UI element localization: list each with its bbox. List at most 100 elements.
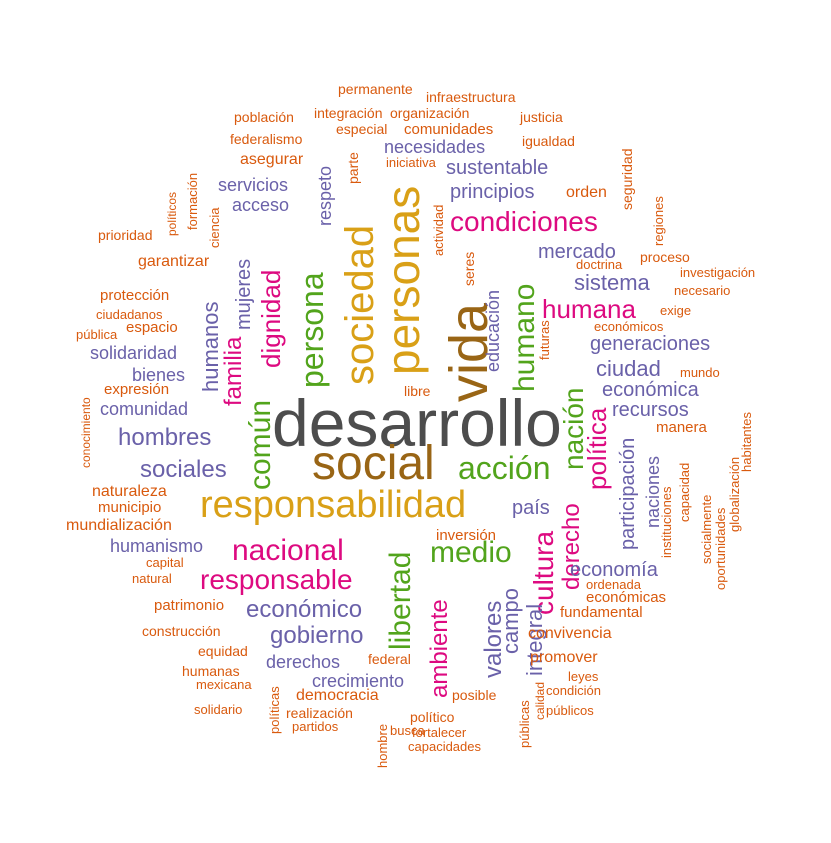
word-humanas: humanas bbox=[182, 663, 240, 679]
word-sociedad: sociedad bbox=[338, 224, 382, 385]
word-mundo: mundo bbox=[680, 365, 720, 380]
word-busca: busca bbox=[390, 723, 425, 738]
word-económicas: económicas bbox=[586, 589, 667, 606]
word-parte: parte bbox=[345, 152, 361, 184]
word-humano: humano bbox=[508, 283, 541, 392]
word-actividad: actividad bbox=[431, 204, 446, 256]
word-democracia: democracia bbox=[296, 687, 379, 704]
word-económicos: económicos bbox=[594, 319, 664, 334]
word-nacional: nacional bbox=[232, 534, 344, 567]
word-promover: promover bbox=[530, 649, 598, 666]
word-necesidades: necesidades bbox=[384, 137, 486, 157]
word-solidaridad: solidaridad bbox=[90, 343, 178, 363]
word-oportunidades: oportunidades bbox=[713, 507, 728, 590]
word-responsabilidad: responsabilidad bbox=[200, 484, 467, 526]
word-federalismo: federalismo bbox=[230, 131, 303, 147]
word-desarrollo: desarrollo bbox=[272, 386, 562, 460]
word-educación: educación bbox=[483, 289, 503, 372]
word-socialmente: socialmente bbox=[699, 494, 714, 564]
word-generaciones: generaciones bbox=[590, 333, 711, 355]
word-asegurar: asegurar bbox=[240, 151, 304, 168]
word-iniciativa: iniciativa bbox=[386, 155, 436, 170]
word-medio: medio bbox=[430, 536, 512, 569]
word-ordenada: ordenada bbox=[586, 577, 641, 592]
word-respeto: respeto bbox=[315, 165, 335, 226]
word-regiones: regiones bbox=[651, 196, 666, 246]
word-protección: protección bbox=[100, 287, 170, 304]
word-ciudadanos: ciudadanos bbox=[96, 307, 163, 322]
word-dignidad: dignidad bbox=[256, 269, 286, 368]
word-hombre: hombre bbox=[375, 723, 390, 768]
word-mujeres: mujeres bbox=[233, 258, 255, 330]
word-expresión: expresión bbox=[104, 381, 170, 398]
word-familia: familia bbox=[220, 336, 247, 406]
word-personas: personas bbox=[377, 185, 429, 375]
word-ambiente: ambiente bbox=[426, 599, 453, 698]
word-país: país bbox=[512, 497, 550, 519]
word-sistema: sistema bbox=[574, 270, 650, 295]
word-comunidad: comunidad bbox=[100, 399, 189, 419]
word-humanismo: humanismo bbox=[110, 536, 204, 556]
word-recursos: recursos bbox=[612, 399, 689, 421]
word-capacidades: capacidades bbox=[408, 739, 481, 754]
word-mercado: mercado bbox=[538, 241, 616, 263]
word-principios: principios bbox=[450, 181, 535, 203]
word-cultura: cultura bbox=[528, 530, 559, 615]
word-necesario: necesario bbox=[674, 283, 731, 298]
word-exige: exige bbox=[660, 303, 692, 318]
word-convivencia: convivencia bbox=[528, 625, 612, 642]
word-leyes: leyes bbox=[568, 669, 599, 684]
word-hombres: hombres bbox=[118, 424, 212, 451]
word-mexicana: mexicana bbox=[196, 677, 252, 692]
word-naturaleza: naturaleza bbox=[92, 483, 167, 500]
word-derechos: derechos bbox=[266, 652, 341, 672]
word-fortalecer: fortalecer bbox=[412, 725, 467, 740]
word-gobierno: gobierno bbox=[270, 622, 364, 649]
word-ciudad: ciudad bbox=[596, 356, 661, 381]
word-social: social bbox=[312, 437, 435, 490]
word-libre: libre bbox=[404, 383, 431, 399]
word-seguridad: seguridad bbox=[619, 148, 635, 211]
word-fundamental: fundamental bbox=[560, 604, 643, 621]
word-políticas: políticas bbox=[267, 686, 282, 734]
word-manera: manera bbox=[656, 419, 707, 436]
word-justicia: justicia bbox=[520, 109, 563, 125]
word-participación: participación bbox=[617, 437, 639, 550]
word-población: población bbox=[234, 109, 294, 125]
word-humanos: humanos bbox=[198, 301, 223, 392]
word-condición: condición bbox=[546, 683, 601, 698]
word-realización: realización bbox=[286, 705, 353, 721]
word-responsable: responsable bbox=[200, 564, 353, 595]
word-económico: económico bbox=[246, 596, 363, 623]
word-condiciones: condiciones bbox=[450, 206, 598, 237]
word-orden: orden bbox=[566, 184, 607, 201]
word-proceso: proceso bbox=[640, 249, 690, 265]
word-sustentable: sustentable bbox=[446, 157, 549, 179]
word-acción: acción bbox=[458, 450, 551, 486]
word-municipio: municipio bbox=[98, 499, 162, 516]
word-políticos: políticos bbox=[165, 191, 179, 236]
word-pública: pública bbox=[76, 327, 118, 342]
word-patrimonio: patrimonio bbox=[154, 597, 225, 614]
word-conocimiento: conocimiento bbox=[79, 397, 93, 468]
word-natural: natural bbox=[132, 571, 172, 586]
word-economía: economía bbox=[570, 559, 658, 581]
word-especial: especial bbox=[336, 121, 388, 137]
word-inversión: inversión bbox=[436, 527, 497, 544]
word-instituciones: instituciones bbox=[659, 486, 674, 558]
word-sociales: sociales bbox=[140, 456, 227, 483]
word-partidos: partidos bbox=[292, 719, 339, 734]
word-infraestructura: infraestructura bbox=[426, 89, 516, 105]
word-garantizar: garantizar bbox=[138, 253, 210, 270]
word-construcción: construcción bbox=[142, 623, 221, 639]
word-investigación: investigación bbox=[680, 265, 756, 280]
word-organización: organización bbox=[390, 105, 470, 121]
word-integración: integración bbox=[314, 105, 383, 121]
word-comunidades: comunidades bbox=[404, 121, 494, 138]
word-política: política bbox=[582, 407, 612, 490]
word-calidad: calidad bbox=[533, 681, 547, 720]
word-bienes: bienes bbox=[132, 365, 186, 385]
word-equidad: equidad bbox=[198, 643, 248, 659]
word-capital: capital bbox=[146, 555, 184, 570]
